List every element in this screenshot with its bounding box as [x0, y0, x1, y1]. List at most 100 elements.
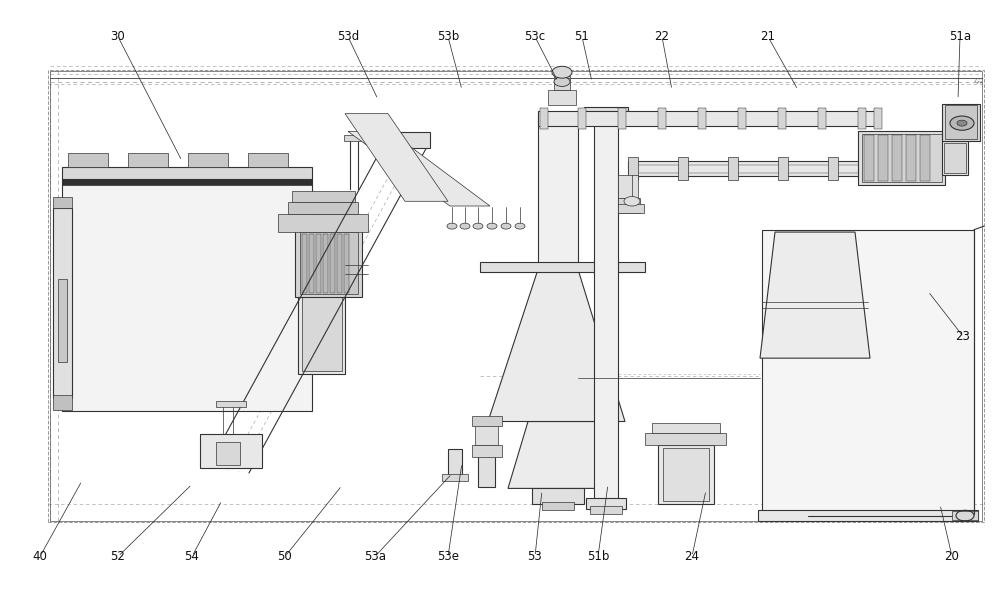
Circle shape: [554, 77, 570, 86]
Bar: [344, 234, 349, 293]
Bar: [442, 474, 468, 481]
Bar: [128, 153, 168, 167]
Circle shape: [515, 223, 525, 229]
Circle shape: [473, 223, 483, 229]
Bar: [920, 135, 930, 181]
Polygon shape: [760, 232, 870, 358]
Bar: [878, 135, 888, 181]
Text: 53c: 53c: [524, 30, 546, 43]
Bar: [58, 279, 67, 362]
Bar: [53, 208, 72, 398]
Text: 53a: 53a: [364, 550, 386, 563]
Bar: [952, 511, 978, 520]
Bar: [862, 134, 942, 182]
Circle shape: [624, 197, 640, 206]
Text: 53e: 53e: [437, 550, 459, 563]
Bar: [892, 135, 902, 181]
Bar: [590, 506, 622, 514]
Text: 22: 22: [654, 30, 670, 43]
Bar: [68, 153, 108, 167]
Bar: [300, 232, 358, 294]
Bar: [50, 71, 982, 521]
Bar: [538, 111, 880, 126]
Bar: [288, 202, 358, 214]
Bar: [62, 176, 312, 185]
Bar: [828, 157, 838, 180]
Bar: [337, 234, 342, 293]
Bar: [554, 76, 570, 90]
Bar: [645, 433, 726, 445]
Text: 53d: 53d: [337, 30, 359, 43]
Circle shape: [460, 223, 470, 229]
Bar: [472, 445, 502, 457]
Bar: [478, 456, 495, 487]
Bar: [942, 141, 968, 175]
Bar: [316, 234, 321, 293]
Bar: [480, 262, 645, 272]
Bar: [906, 135, 916, 181]
Bar: [278, 214, 368, 232]
Bar: [586, 498, 626, 509]
Bar: [942, 104, 980, 141]
Bar: [548, 90, 576, 105]
Text: 52: 52: [111, 550, 125, 563]
Bar: [594, 111, 618, 502]
Polygon shape: [348, 131, 490, 206]
Bar: [728, 157, 738, 180]
Bar: [298, 230, 345, 374]
Bar: [309, 234, 314, 293]
Bar: [542, 502, 574, 510]
Bar: [216, 442, 240, 465]
Bar: [53, 395, 72, 410]
Text: 24: 24: [684, 550, 700, 563]
Bar: [344, 135, 366, 141]
Bar: [658, 445, 714, 504]
Bar: [872, 157, 882, 180]
Bar: [738, 108, 746, 129]
Bar: [540, 108, 548, 129]
Bar: [188, 153, 228, 167]
Bar: [698, 108, 706, 129]
Circle shape: [447, 223, 457, 229]
Text: 40: 40: [33, 550, 47, 563]
Text: 54: 54: [185, 550, 199, 563]
Text: 51: 51: [575, 30, 589, 43]
Text: 21: 21: [761, 30, 776, 43]
Bar: [302, 234, 307, 293]
Bar: [778, 157, 788, 180]
Bar: [48, 70, 984, 522]
Text: 51b: 51b: [587, 550, 609, 563]
Bar: [658, 108, 666, 129]
Bar: [390, 132, 430, 148]
Bar: [778, 108, 786, 129]
Bar: [578, 108, 586, 129]
Bar: [628, 161, 878, 176]
Bar: [295, 230, 362, 297]
Bar: [330, 234, 335, 293]
Bar: [292, 191, 355, 202]
Circle shape: [487, 223, 497, 229]
Bar: [323, 234, 328, 293]
Polygon shape: [345, 114, 448, 201]
Bar: [758, 510, 978, 521]
Bar: [618, 108, 626, 129]
Bar: [302, 232, 342, 371]
Circle shape: [950, 116, 974, 130]
Bar: [618, 204, 644, 213]
Text: 53: 53: [528, 550, 542, 563]
Bar: [472, 416, 502, 426]
Bar: [618, 198, 640, 213]
Bar: [945, 105, 977, 139]
Bar: [532, 488, 584, 504]
Bar: [62, 179, 312, 411]
Bar: [628, 157, 638, 180]
Circle shape: [552, 66, 572, 78]
Bar: [858, 108, 866, 129]
Text: 51a: 51a: [949, 30, 971, 43]
Text: 50: 50: [278, 550, 292, 563]
Text: 23: 23: [956, 330, 970, 343]
Bar: [53, 197, 72, 208]
Bar: [944, 143, 966, 173]
Bar: [618, 175, 638, 198]
Polygon shape: [200, 434, 262, 468]
